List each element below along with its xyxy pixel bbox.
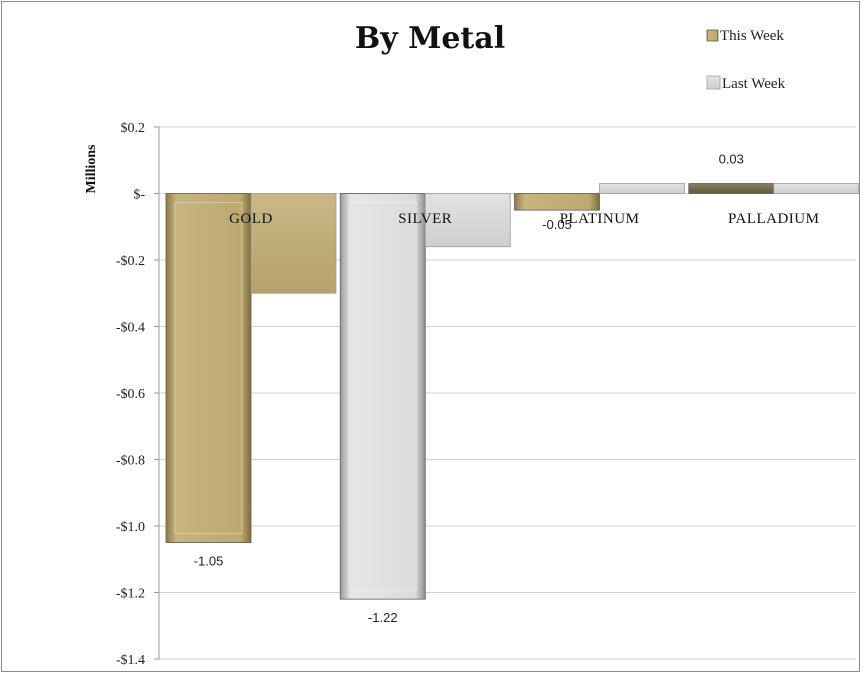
chart-title: By Metal xyxy=(355,21,505,56)
bar-bevel xyxy=(348,202,417,591)
data-label-this-week-platinum: -0.05 xyxy=(542,217,572,232)
category-label-gold: GOLD xyxy=(229,211,273,227)
y-tick-label: -$1.4 xyxy=(116,653,145,668)
bar-this-week-palladium xyxy=(688,183,775,194)
y-tick-label: -$0.4 xyxy=(116,321,145,336)
data-label-this-week-gold: -1.05 xyxy=(194,554,224,569)
bar-last-week-silver xyxy=(424,193,511,248)
y-tick-label: -$0.6 xyxy=(116,387,145,402)
bar-last-week-palladium xyxy=(773,183,860,194)
y-tick-label: -$1.2 xyxy=(116,587,145,602)
category-label-platinum: PLATINUM xyxy=(560,211,640,227)
y-axis-label: Millions xyxy=(84,144,99,194)
legend: This Week Last Week xyxy=(706,28,786,92)
category-label-silver: SILVER xyxy=(398,211,452,227)
legend-swatch-this-week xyxy=(706,29,719,42)
y-tick-label: -$1.0 xyxy=(116,520,145,535)
data-label-this-week-silver: -1.22 xyxy=(368,610,398,625)
legend-swatch-last-week xyxy=(706,75,721,90)
legend-label-last-week: Last Week xyxy=(722,76,786,92)
y-tick-label: -$0.8 xyxy=(116,454,145,469)
y-axis: $0.2 $- -$0.2 -$0.4 -$0.6 -$0.8 -$1.0 -$1.2 -$1.… xyxy=(116,121,160,668)
bar-last-week-gold xyxy=(250,193,337,294)
bar-bevel xyxy=(174,202,243,535)
labels: GOLD -1.05 SILVER -1.22 PLATINUM-0.05 PALLADI… xyxy=(194,152,819,626)
data-label-this-week-palladium: 0.03 xyxy=(719,152,744,167)
y-tick-label: $- xyxy=(133,188,145,203)
legend-label-this-week: This Week xyxy=(720,28,784,44)
category-label-palladium: PALLADIUM xyxy=(728,211,819,227)
bar-this-week-gold xyxy=(165,193,252,544)
y-tick-label: -$0.2 xyxy=(116,254,145,269)
bar-this-week-platinum xyxy=(514,193,600,211)
bar-this-week-silver xyxy=(339,193,426,600)
bars xyxy=(165,183,860,600)
y-tick-label: $0.2 xyxy=(121,121,146,136)
bar-last-week-platinum xyxy=(599,183,685,194)
